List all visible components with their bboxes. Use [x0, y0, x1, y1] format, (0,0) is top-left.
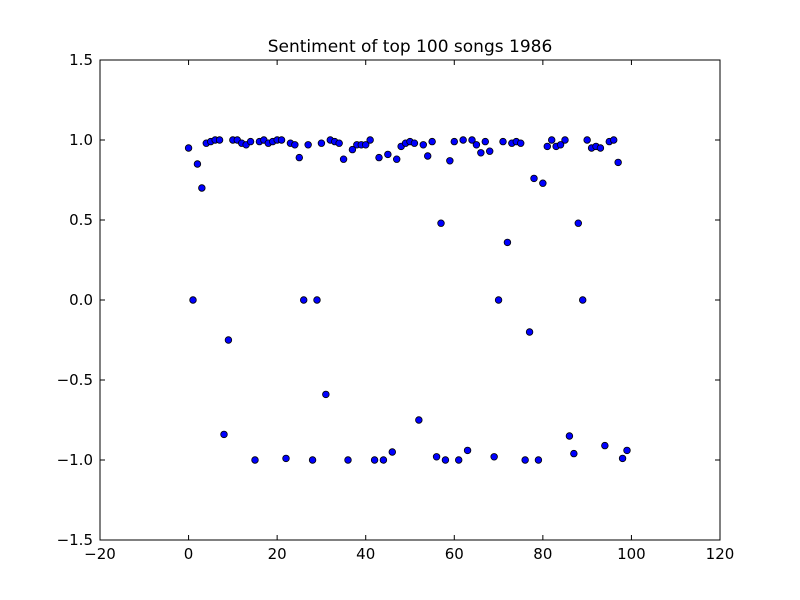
- y-tick-label: −1.5: [57, 531, 93, 549]
- data-point: [565, 432, 574, 440]
- data-point: [362, 141, 370, 149]
- data-point: [481, 137, 489, 146]
- data-point: [437, 219, 445, 227]
- data-point: [304, 141, 312, 149]
- data-point: [459, 136, 467, 144]
- y-tick-label: 0.0: [69, 291, 93, 309]
- data-point: [455, 456, 463, 464]
- data-point: [193, 160, 202, 168]
- data-point: [446, 157, 454, 165]
- axis-tick-labels: −20 0 20 40 60 80 100 120 −1.5 −1.0 −0.5 0.0 0.5 1.0 1…: [57, 51, 735, 563]
- x-tick-label: 0: [184, 545, 194, 563]
- data-point: [189, 296, 197, 304]
- data-point: [375, 153, 383, 162]
- data-point: [220, 430, 228, 439]
- data-point: [388, 448, 396, 456]
- data-point: [384, 150, 392, 159]
- data-point: [277, 136, 286, 144]
- data-point: [596, 144, 605, 152]
- data-point: [548, 136, 556, 144]
- y-tick-label: 0.5: [69, 211, 93, 229]
- data-point: [610, 136, 618, 144]
- x-tick-label: 80: [533, 545, 552, 563]
- data-point: [224, 336, 233, 344]
- data-point: [525, 328, 534, 336]
- data-point: [370, 456, 379, 464]
- data-point: [490, 453, 498, 461]
- y-tick-label: 1.5: [69, 51, 93, 69]
- data-point: [291, 141, 299, 149]
- data-point: [410, 139, 419, 147]
- data-point: [215, 136, 224, 144]
- data-point: [428, 137, 436, 146]
- data-point: [574, 219, 582, 227]
- x-tick-label: −20: [84, 545, 116, 563]
- y-tick-label: 1.0: [69, 131, 93, 149]
- data-point: [246, 137, 255, 146]
- data-point: [424, 152, 432, 160]
- data-point: [432, 453, 441, 461]
- data-point: [521, 456, 529, 464]
- data-point: [486, 147, 494, 155]
- data-point: [282, 454, 290, 463]
- axes-frame: [99, 59, 721, 541]
- data-point: [579, 296, 587, 304]
- data-point: [623, 446, 631, 455]
- data-point: [348, 145, 357, 154]
- data-point: [335, 139, 343, 147]
- chart-title: Sentiment of top 100 songs 1986: [268, 37, 553, 57]
- x-tick-label: 40: [356, 545, 375, 563]
- data-point: [308, 456, 317, 464]
- data-point: [583, 136, 591, 144]
- data-point: [251, 456, 259, 464]
- data-point: [450, 137, 458, 146]
- data-point: [601, 441, 609, 450]
- data-point: [463, 446, 472, 455]
- x-tick-label: 100: [617, 545, 646, 563]
- data-point: [322, 390, 330, 399]
- data-point: [517, 139, 525, 147]
- data-point: [313, 296, 321, 304]
- data-point: [317, 139, 326, 147]
- data-point: [300, 296, 308, 304]
- data-point: [503, 238, 512, 247]
- data-point: [494, 296, 503, 304]
- data-point: [344, 456, 352, 464]
- data-point: [534, 456, 543, 464]
- data-point: [415, 416, 423, 424]
- x-tick-label: 120: [706, 545, 735, 563]
- data-point: [468, 136, 476, 144]
- data-point: [441, 456, 450, 464]
- data-point: [198, 184, 206, 192]
- data-point: [379, 456, 388, 464]
- data-point: [339, 155, 348, 163]
- data-point: [530, 174, 538, 183]
- data-point: [184, 144, 193, 152]
- y-tick-label: −1.0: [57, 451, 93, 469]
- data-point: [556, 141, 565, 149]
- data-point: [561, 136, 569, 144]
- data-points: [184, 136, 631, 464]
- data-point: [419, 141, 427, 149]
- data-point: [477, 149, 485, 157]
- data-point: [366, 136, 374, 144]
- data-point: [618, 454, 627, 463]
- data-point: [570, 449, 578, 458]
- data-point: [295, 153, 303, 162]
- data-point: [614, 158, 622, 167]
- data-point: [543, 142, 551, 151]
- data-point: [472, 141, 481, 149]
- data-point: [499, 137, 507, 146]
- x-tick-label: 20: [268, 545, 287, 563]
- data-point: [539, 179, 547, 187]
- data-point: [393, 155, 401, 163]
- y-tick-label: −0.5: [57, 371, 93, 389]
- x-tick-label: 60: [445, 545, 464, 563]
